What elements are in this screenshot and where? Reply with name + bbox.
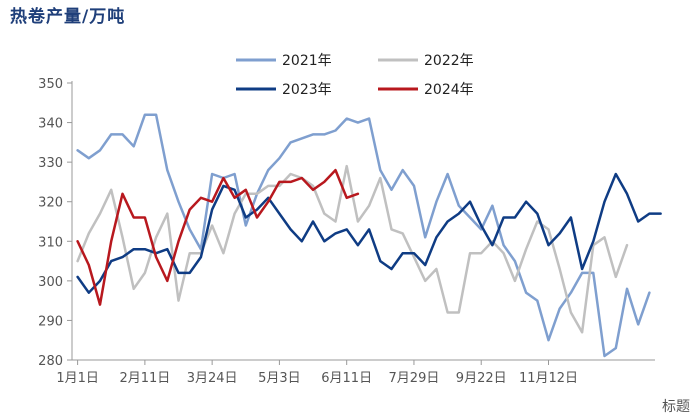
legend-label: 2022年 bbox=[424, 53, 474, 69]
axes: 280 290 300 310 320 330 340 350 1月1日 2月11日 3月24日 5月… bbox=[38, 77, 655, 386]
x-tick-label: 2月11日 bbox=[119, 371, 170, 386]
legend-label: 2024年 bbox=[424, 82, 474, 98]
y-tick-label: 280 bbox=[38, 354, 63, 369]
y-tick-label: 300 bbox=[38, 275, 63, 290]
x-tick-label: 1月1日 bbox=[56, 371, 99, 386]
series-line-2021年 bbox=[76, 113, 651, 358]
series-line-2022年 bbox=[76, 164, 629, 334]
x-tick-label: 7月29日 bbox=[389, 371, 440, 386]
corner-label: 标题 bbox=[662, 399, 690, 415]
y-tick-label: 290 bbox=[38, 314, 63, 329]
legend-label: 2021年 bbox=[282, 53, 332, 69]
y-tick-label: 350 bbox=[38, 77, 63, 92]
y-tick-label: 330 bbox=[38, 156, 63, 171]
y-tick-label: 310 bbox=[38, 235, 63, 250]
x-tick-label: 9月22日 bbox=[456, 371, 507, 386]
series-line-2023年 bbox=[76, 172, 662, 294]
series-line-2024年 bbox=[76, 168, 360, 306]
x-tick-label: 11月12日 bbox=[519, 371, 578, 386]
legend-label: 2023年 bbox=[282, 82, 332, 98]
x-tick-label: 5月3日 bbox=[258, 371, 301, 386]
chart-title: 热卷产量/万吨 bbox=[10, 7, 126, 27]
legend: 2021年 2022年 2023年 2024年 bbox=[236, 53, 474, 98]
x-tick-label: 3月24日 bbox=[187, 371, 238, 386]
x-tick-label: 6月11日 bbox=[321, 371, 372, 386]
y-tick-label: 340 bbox=[38, 117, 63, 132]
y-tick-label: 320 bbox=[38, 196, 63, 211]
series-layer bbox=[76, 113, 662, 358]
